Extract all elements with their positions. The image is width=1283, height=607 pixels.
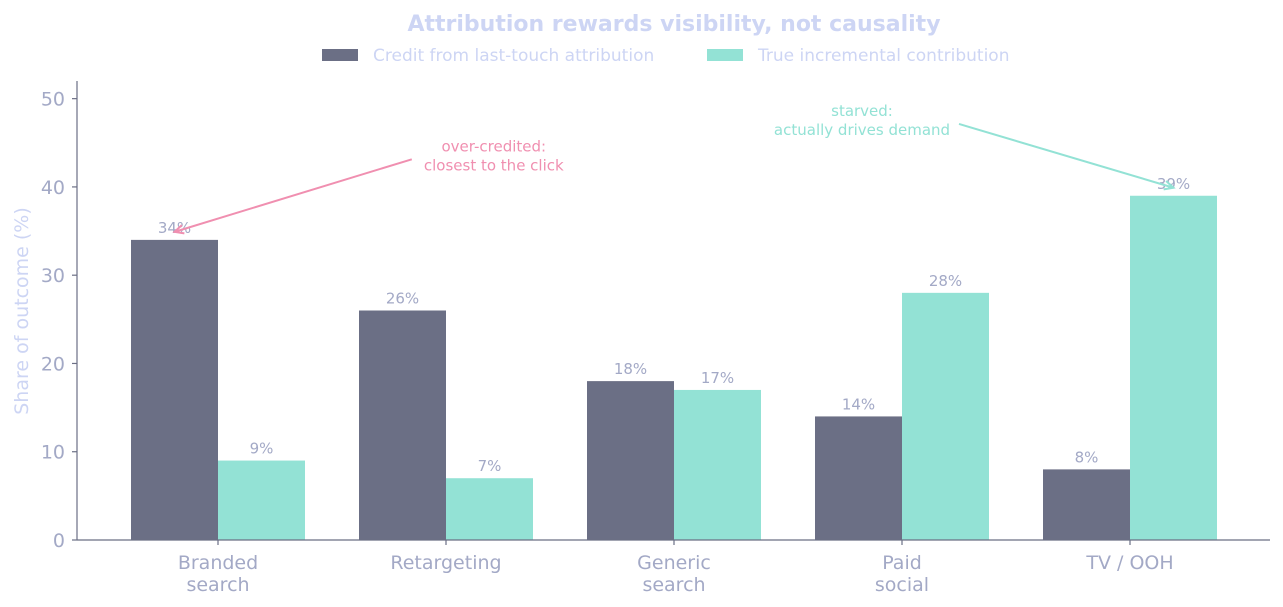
legend: Credit from last-touch attribution True … (322, 46, 1009, 66)
annotation-text: starved: actually drives demand (774, 102, 950, 139)
y-axis-ticks: 0 10 20 30 40 50 (41, 89, 77, 552)
bar-value-label: 17% (701, 369, 734, 387)
annotation-arrow (174, 158, 413, 233)
y-axis-label: Share of outcome (%) (11, 207, 33, 415)
bar-value-label: 26% (386, 290, 419, 308)
bar-incremental (446, 478, 533, 540)
bar-value-label: 9% (250, 440, 274, 458)
chart-title: Attribution rewards visibility, not caus… (407, 12, 940, 37)
annotation-arrowhead (1163, 180, 1176, 191)
x-axis-ticks: Branded search Retargeting Generic search Pai… (178, 540, 1174, 596)
value-labels: 34%26%18%14%8%9%7%17%28%39% (158, 175, 1190, 475)
annotation-text: over-credited: closest to the click (424, 137, 564, 174)
bar-incremental (218, 460, 305, 540)
legend-label-last-touch: Credit from last-touch attribution (373, 46, 654, 66)
bar-last-touch (359, 310, 446, 540)
y-tick-label: 10 (41, 442, 65, 464)
bar-value-label: 18% (614, 360, 647, 378)
legend-swatch-last-touch (322, 49, 358, 61)
bar-last-touch (587, 381, 674, 540)
y-tick-label: 40 (41, 177, 65, 199)
bar-last-touch (1043, 469, 1130, 540)
bar-value-label: 7% (478, 457, 502, 475)
x-tick-label: Paid social (875, 552, 929, 596)
annotation-starved: starved: actually drives demand (774, 102, 1176, 191)
bar-last-touch (131, 239, 218, 540)
bar-value-label: 8% (1075, 448, 1099, 466)
x-tick-label: TV / OOH (1085, 552, 1173, 574)
bars (131, 195, 1217, 540)
bar-incremental (902, 292, 989, 540)
y-tick-label: 20 (41, 353, 65, 375)
annotations: over-credited: closest to the click starve… (172, 102, 1176, 235)
bar-value-label: 28% (929, 272, 962, 290)
legend-swatch-incremental (707, 49, 743, 61)
annotation-over-credited: over-credited: closest to the click (172, 137, 564, 235)
y-tick-label: 50 (41, 89, 65, 111)
annotation-arrowhead (172, 224, 185, 235)
bar-incremental (1130, 195, 1217, 540)
y-tick-label: 30 (41, 265, 65, 287)
y-tick-label: 0 (53, 530, 65, 552)
legend-label-incremental: True incremental contribution (757, 46, 1009, 66)
x-tick-label: Generic search (637, 552, 711, 596)
bar-incremental (674, 389, 761, 540)
bar-last-touch (815, 416, 902, 540)
bar-value-label: 14% (842, 395, 875, 413)
x-tick-label: Retargeting (390, 552, 501, 574)
x-tick-label: Branded search (178, 552, 258, 596)
annotation-arrow (958, 123, 1174, 189)
